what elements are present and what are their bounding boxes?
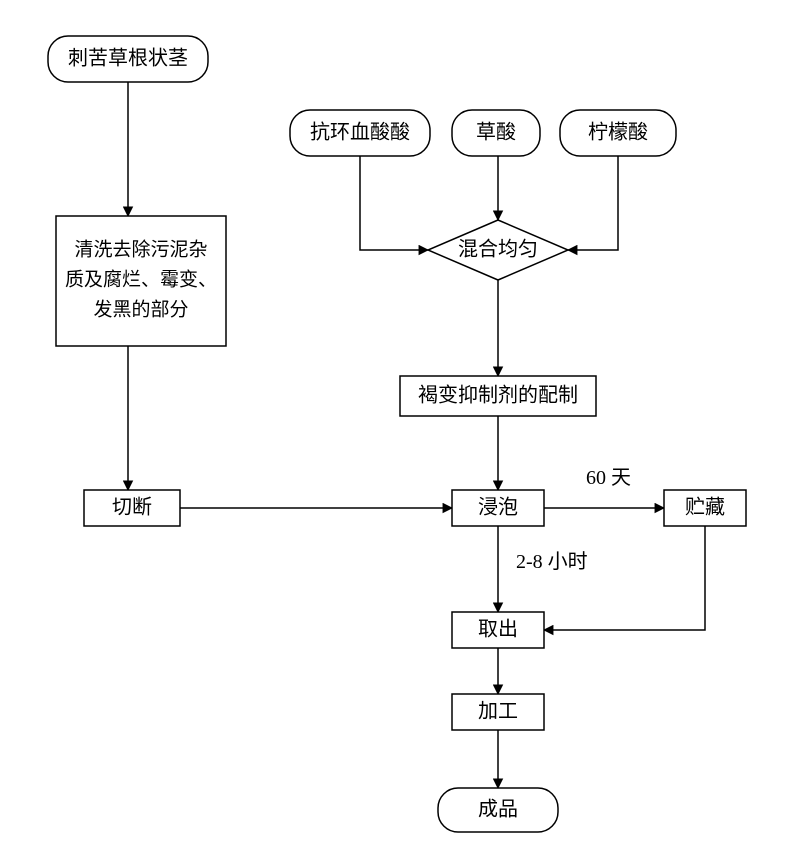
node-soak-label: 浸泡 (478, 496, 518, 519)
node-wash-line-2: 发黑的部分 (93, 298, 188, 320)
node-rhizome-label: 刺苦草根状茎 (68, 47, 188, 70)
node-wash-line-0: 清洗去除污泥杂 (74, 238, 207, 260)
node-process-label: 加工 (478, 700, 518, 723)
node-oxalic-label: 草酸 (476, 121, 516, 144)
nodes-layer: 刺苦草根状茎抗环血酸酸 草酸 柠檬酸清洗去除污泥杂质及腐烂、霉变、发黑的部分 混合均匀… (48, 36, 746, 832)
edges-layer: 60 天 2-8 小时 (128, 82, 705, 788)
node-cut-label: 切断 (112, 496, 152, 519)
edge-label-hours: 2-8 小时 (516, 550, 588, 573)
node-final-label: 成品 (478, 798, 518, 821)
node-store-label: 贮藏 (685, 496, 725, 519)
node-citric-label: 柠檬酸 (588, 121, 648, 144)
node-ascorbic-label: 抗环血酸酸 (310, 121, 410, 144)
node-mix-label: 混合均匀 (458, 238, 538, 261)
edge (544, 526, 705, 630)
edge (360, 156, 428, 250)
node-wash-line-1: 质及腐烂、霉变、 (65, 268, 217, 290)
node-takeout-label: 取出 (478, 618, 518, 641)
node-inhibitor-label: 褐变抑制剂的配制 (418, 384, 578, 407)
edge-label-days60: 60 天 (586, 467, 631, 489)
edge (568, 156, 618, 250)
